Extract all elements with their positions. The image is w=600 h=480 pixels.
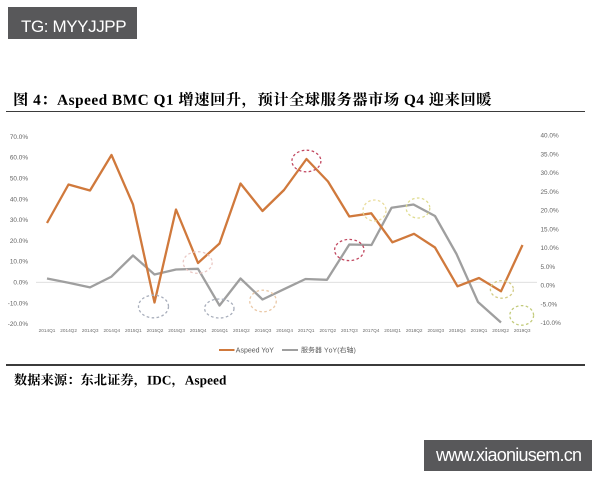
svg-text:2018Q3: 2018Q3 [427, 328, 444, 333]
svg-text:-10.0%: -10.0% [541, 320, 562, 327]
svg-text:20.0%: 20.0% [541, 208, 559, 215]
svg-text:2014Q4: 2014Q4 [103, 328, 120, 333]
svg-text:15.0%: 15.0% [541, 226, 559, 233]
svg-text:Aspeed YoY: Aspeed YoY [236, 347, 274, 354]
svg-text:30.0%: 30.0% [10, 217, 28, 224]
svg-text:2015Q1: 2015Q1 [125, 328, 142, 333]
svg-text:2019Q2: 2019Q2 [492, 328, 509, 333]
svg-text:0.0%: 0.0% [541, 283, 556, 290]
svg-text:2014Q1: 2014Q1 [39, 328, 56, 333]
svg-text:40.0%: 40.0% [10, 196, 28, 203]
svg-text:50.0%: 50.0% [10, 176, 28, 183]
svg-text:40.0%: 40.0% [541, 133, 559, 140]
svg-text:2015Q2: 2015Q2 [147, 328, 164, 333]
svg-text:2017Q3: 2017Q3 [341, 328, 358, 333]
svg-text:2015Q4: 2015Q4 [190, 328, 207, 333]
svg-text:10.0%: 10.0% [10, 259, 28, 266]
svg-text:2015Q3: 2015Q3 [168, 328, 185, 333]
svg-text:-20.0%: -20.0% [8, 321, 29, 328]
svg-text:2016Q2: 2016Q2 [233, 328, 250, 333]
svg-text:60.0%: 60.0% [10, 155, 28, 162]
svg-text:70.0%: 70.0% [10, 134, 28, 141]
svg-text:2016Q1: 2016Q1 [211, 328, 228, 333]
svg-text:0.0%: 0.0% [13, 280, 28, 287]
svg-text:25.0%: 25.0% [541, 189, 559, 196]
svg-text:2014Q3: 2014Q3 [82, 328, 99, 333]
svg-text:2018Q1: 2018Q1 [384, 328, 401, 333]
svg-text:-10.0%: -10.0% [8, 300, 29, 307]
svg-text:-5.0%: -5.0% [541, 301, 558, 308]
svg-text:5.0%: 5.0% [541, 264, 556, 271]
svg-text:2019Q1: 2019Q1 [471, 328, 488, 333]
svg-text:35.0%: 35.0% [541, 151, 559, 158]
svg-text:10.0%: 10.0% [541, 245, 559, 252]
svg-text:2019Q3: 2019Q3 [514, 328, 531, 333]
svg-text:2017Q2: 2017Q2 [319, 328, 336, 333]
svg-text:2014Q2: 2014Q2 [60, 328, 77, 333]
svg-text:2017Q1: 2017Q1 [298, 328, 315, 333]
svg-text:30.0%: 30.0% [541, 170, 559, 177]
svg-text:2016Q3: 2016Q3 [255, 328, 272, 333]
svg-text:2018Q2: 2018Q2 [406, 328, 423, 333]
svg-text:2016Q4: 2016Q4 [276, 328, 293, 333]
svg-text:2017Q4: 2017Q4 [363, 328, 380, 333]
svg-text:20.0%: 20.0% [10, 238, 28, 245]
svg-text:2018Q4: 2018Q4 [449, 328, 466, 333]
